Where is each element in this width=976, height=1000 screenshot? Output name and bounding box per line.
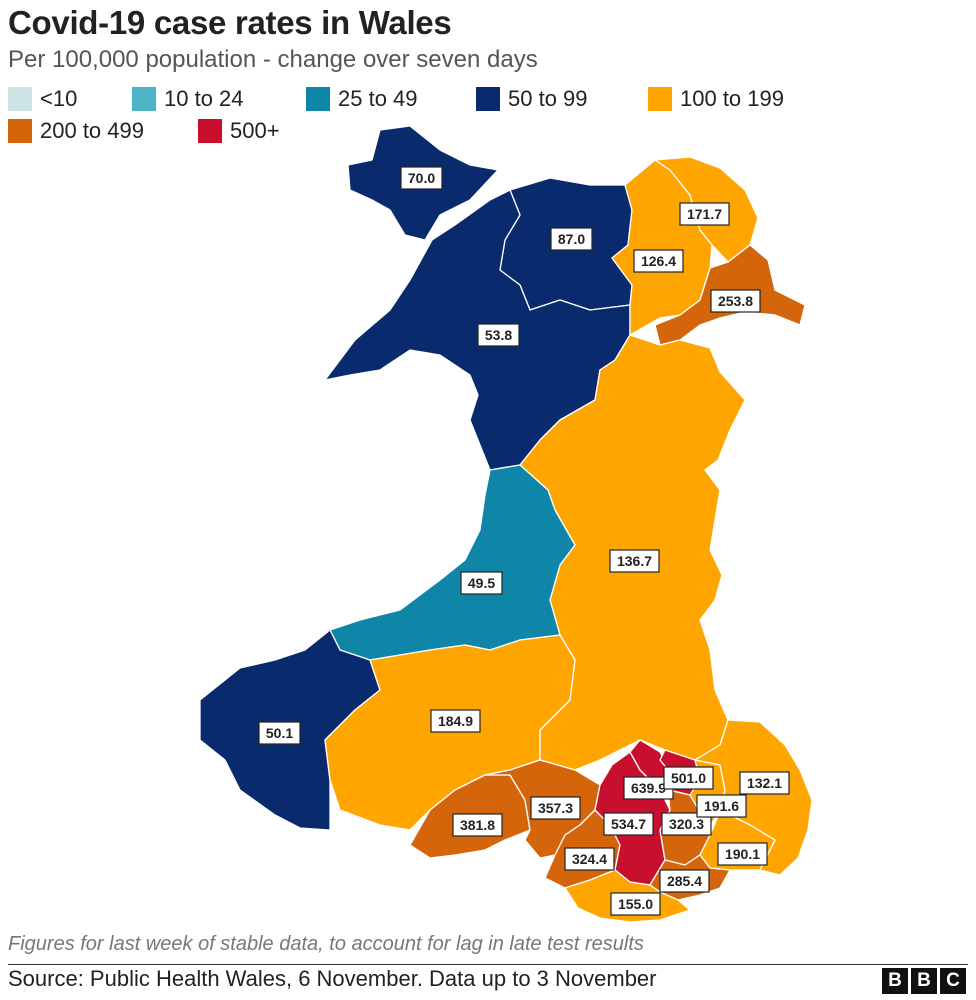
map-label: 184.9 <box>430 709 481 733</box>
chart-title: Covid-19 case rates in Wales <box>8 4 452 41</box>
label-cardiff: 285.4 <box>667 873 702 889</box>
legend-swatch <box>198 119 222 143</box>
label-monmouthshire: 132.1 <box>747 775 782 791</box>
legend-label: 50 to 99 <box>508 86 588 111</box>
legend-item: 200 to 499 <box>8 118 144 144</box>
legend-label: 500+ <box>230 118 280 143</box>
label-ceredigion: 49.5 <box>468 575 495 591</box>
legend-swatch <box>8 87 32 111</box>
label-caerphilly: 320.3 <box>669 816 704 832</box>
label-conwy: 87.0 <box>558 231 585 247</box>
map-label: 53.8 <box>477 323 520 347</box>
map-label: 324.4 <box>564 847 615 871</box>
legend-swatch <box>306 87 330 111</box>
label-gwynedd: 53.8 <box>485 327 512 343</box>
legend-label: 100 to 199 <box>680 86 784 111</box>
label-pembrokeshire: 50.1 <box>266 725 293 741</box>
legend-item: 100 to 199 <box>648 86 784 112</box>
label-flintshire: 171.7 <box>687 206 722 222</box>
legend-swatch <box>132 87 156 111</box>
label-denbighshire: 126.4 <box>641 253 676 269</box>
label-swansea: 381.8 <box>460 817 495 833</box>
label-blaenau-gwent: 501.0 <box>671 770 706 786</box>
map-label: 190.1 <box>717 842 768 866</box>
legend-label: 200 to 499 <box>40 118 144 143</box>
label-rct: 534.7 <box>611 816 646 832</box>
map-label: 381.8 <box>452 813 503 837</box>
map-label: 171.7 <box>679 202 730 226</box>
map-label: 285.4 <box>659 869 710 893</box>
legend-swatch <box>476 87 500 111</box>
map-label: 357.3 <box>530 796 581 820</box>
label-vale-of-glamorgan: 155.0 <box>618 896 653 912</box>
legend-label: 10 to 24 <box>164 86 244 111</box>
map-label: 126.4 <box>633 249 684 273</box>
bbc-logo: B B C <box>882 968 966 994</box>
legend-item: 500+ <box>198 118 280 144</box>
label-bridgend: 324.4 <box>572 851 607 867</box>
map-label: 49.5 <box>460 571 503 595</box>
map-label: 87.0 <box>550 227 593 251</box>
source-text: Source: Public Health Wales, 6 November.… <box>8 966 657 991</box>
map-label: 136.7 <box>609 549 660 573</box>
legend-item: 25 to 49 <box>306 86 418 112</box>
label-powys: 136.7 <box>617 553 652 569</box>
legend-label: <10 <box>40 86 78 111</box>
map-label: 253.8 <box>710 289 761 313</box>
legend-item: 10 to 24 <box>132 86 244 112</box>
bbc-logo-letter: B <box>882 968 908 994</box>
label-carmarthenshire: 184.9 <box>438 713 473 729</box>
map-label: 155.0 <box>610 892 661 916</box>
divider <box>8 964 968 965</box>
chart-subtitle: Per 100,000 population - change over sev… <box>8 46 538 73</box>
label-newport: 190.1 <box>725 846 760 862</box>
legend-swatch <box>648 87 672 111</box>
legend-item: 50 to 99 <box>476 86 588 112</box>
label-merthyr: 639.9 <box>631 780 666 796</box>
map-label: 501.0 <box>663 766 714 790</box>
map-label: 70.0 <box>400 166 443 190</box>
legend-swatch <box>8 119 32 143</box>
legend-label: 25 to 49 <box>338 86 418 111</box>
region-ceredigion[interactable] <box>329 464 576 661</box>
footnote: Figures for last week of stable data, to… <box>8 933 644 955</box>
label-neath-port-talbot: 357.3 <box>538 800 573 816</box>
map-label: 320.3 <box>661 812 712 836</box>
map-label: 50.1 <box>258 721 301 745</box>
label-wrexham: 253.8 <box>718 293 753 309</box>
map-label: 132.1 <box>739 771 790 795</box>
map-label: 191.6 <box>696 794 747 818</box>
label-torfaen: 191.6 <box>704 798 739 814</box>
legend-item: <10 <box>8 86 77 112</box>
bbc-logo-letter: B <box>911 968 937 994</box>
bbc-logo-letter: C <box>940 968 966 994</box>
label-anglesey: 70.0 <box>408 170 435 186</box>
map-label: 534.7 <box>603 812 654 836</box>
